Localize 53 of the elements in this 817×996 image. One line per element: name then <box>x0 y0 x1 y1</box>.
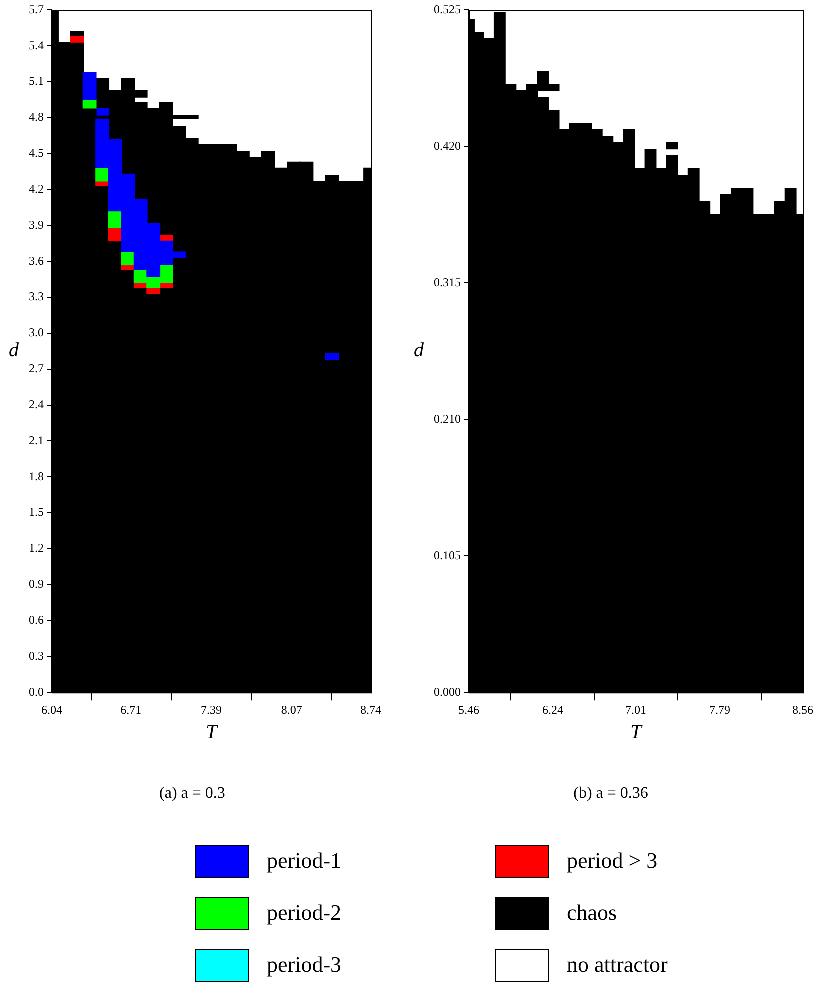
bar <box>325 353 340 360</box>
bar <box>82 72 97 100</box>
legend-label: period-3 <box>267 952 342 978</box>
y-tick-label: 4.2 <box>29 182 44 196</box>
bar <box>146 288 161 294</box>
y-tick-label: 2.4 <box>29 397 44 412</box>
text: (b) a = 0.36 <box>572 785 650 803</box>
y-tick-label: 5.1 <box>29 74 44 88</box>
y-tick-label: 0.525 <box>434 2 461 16</box>
legend-label: no attractor <box>567 952 668 978</box>
text: (a) a = 0.3 <box>158 785 226 803</box>
y-axis-title: d <box>9 340 20 362</box>
y-axis-title: d <box>414 340 425 362</box>
y-tick-label: 0.315 <box>434 275 461 290</box>
y-tick-label: 5.7 <box>29 2 44 16</box>
y-tick-label: 0.6 <box>29 612 44 627</box>
y-tick-label: 2.1 <box>29 433 44 448</box>
y-tick-label: 0.3 <box>29 648 44 663</box>
y-tick-label: 0.9 <box>29 577 44 592</box>
x-tick-label: 7.39 <box>201 702 222 717</box>
y-tick-label: 3.3 <box>29 290 44 304</box>
y-tick-label: 0.420 <box>434 138 461 153</box>
y-tick-label: 4.5 <box>29 146 44 160</box>
y-tick-label: 3.6 <box>29 254 44 268</box>
x-tick-label: 8.56 <box>792 702 814 717</box>
bar <box>666 142 678 150</box>
legend-label: period-1 <box>267 848 342 874</box>
legend-label: period-2 <box>267 900 342 926</box>
x-tick-label: 6.71 <box>120 702 142 717</box>
y-tick-label: 1.2 <box>29 541 44 556</box>
x-tick-label: 7.01 <box>626 702 646 717</box>
legend-label: period > 3 <box>567 848 658 874</box>
x-tick-label: 8.07 <box>281 702 302 717</box>
x-tick-label: 6.24 <box>542 702 564 717</box>
y-tick-label: 0.105 <box>434 548 461 562</box>
y-tick-label: 4.8 <box>29 110 44 124</box>
y-tick-label: 3.0 <box>29 326 44 340</box>
y-tick-label: 0.210 <box>434 412 461 426</box>
x-tick-label: 7.79 <box>710 702 731 717</box>
y-tick-label: 5.4 <box>29 38 44 52</box>
x-tick-label: 5.46 <box>458 702 480 717</box>
y-tick-label: 0.0 <box>29 684 44 699</box>
y-tick-label: 1.5 <box>29 505 44 520</box>
x-tick-label: 6.04 <box>42 702 62 717</box>
bar <box>70 36 84 43</box>
x-axis-title: T <box>630 721 644 744</box>
legend-label: chaos <box>567 900 618 926</box>
y-tick-label: 0.000 <box>434 684 461 699</box>
y-tick-label: 2.7 <box>29 362 44 376</box>
x-axis-title: T <box>206 721 219 744</box>
x-tick-label: 8.74 <box>360 702 382 717</box>
y-tick-label: 1.8 <box>29 469 44 484</box>
y-tick-label: 3.9 <box>29 218 44 232</box>
